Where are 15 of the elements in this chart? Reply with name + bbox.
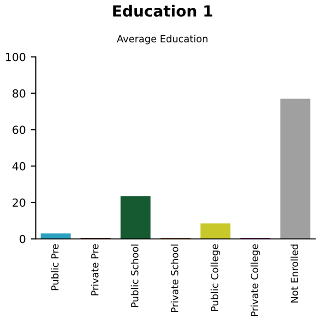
x-tick-label: Public School bbox=[130, 244, 138, 307]
y-tick-label: 80 bbox=[12, 89, 26, 98]
x-tick-label: Not Enrolled bbox=[290, 244, 298, 302]
y-tick-label: 60 bbox=[12, 126, 26, 134]
x-tick-label: Private School bbox=[170, 244, 178, 312]
y-tick-label: 20 bbox=[12, 198, 26, 207]
x-tick-label: Public Pre bbox=[51, 244, 59, 290]
y-tick-label: 40 bbox=[12, 162, 26, 170]
x-tick-label: Private Pre bbox=[90, 244, 98, 296]
chart-subtitle: Average Education bbox=[116, 34, 208, 44]
y-tick-label: 0 bbox=[20, 234, 26, 244]
chart-title: Education 1 bbox=[113, 4, 212, 17]
x-tick-label: Public College bbox=[210, 244, 220, 311]
x-tick-label: Private College bbox=[250, 244, 260, 316]
y-tick-label: 100 bbox=[6, 52, 26, 62]
